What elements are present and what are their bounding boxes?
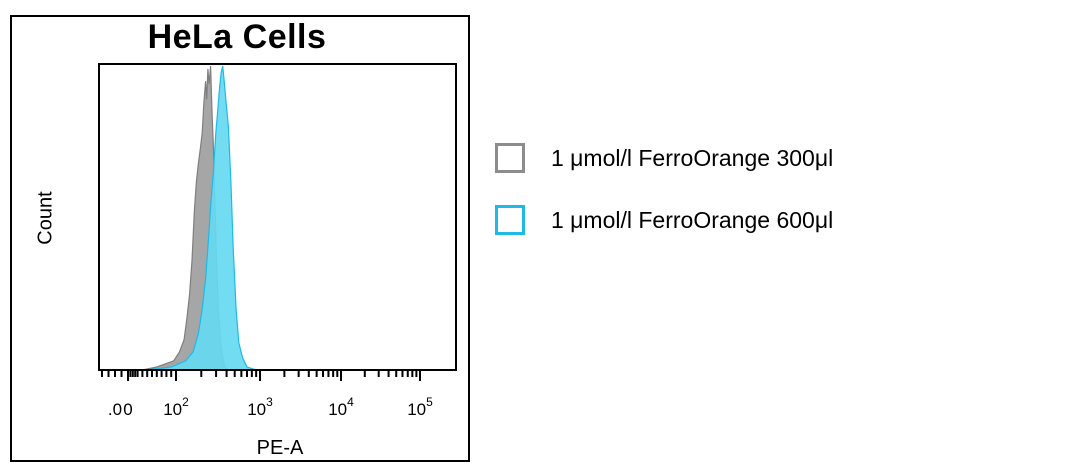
x-tick-label: .0 — [108, 400, 122, 419]
chart-title: HeLa Cells — [147, 18, 327, 56]
x-tick-exponent: 4 — [347, 395, 354, 409]
y-axis-label: Count — [34, 191, 57, 245]
plot-frame — [98, 63, 457, 371]
legend-swatch-cyan — [495, 205, 525, 235]
x-tick-exponent: 3 — [266, 395, 273, 409]
legend-swatch-gray — [495, 143, 525, 173]
histogram-chart: .0 0 102 103 104 105 — [98, 63, 457, 419]
x-tick-label: 105 — [407, 395, 433, 419]
chart-panel — [10, 15, 470, 462]
x-tick-label: 103 — [247, 395, 273, 419]
legend-item-600ul: 1 μmol/l FerroOrange 600μl — [495, 205, 833, 235]
x-tick-exponent: 2 — [182, 395, 189, 409]
x-tick-label: 102 — [163, 395, 189, 419]
legend-label-600ul: 1 μmol/l FerroOrange 600μl — [551, 206, 834, 233]
x-tick-exponent: 5 — [426, 395, 433, 409]
x-tick-label: 0 — [123, 400, 132, 419]
legend-label-300ul: 1 μmol/l FerroOrange 300μl — [551, 144, 834, 171]
x-axis-label: PE-A — [256, 437, 304, 459]
x-tick-label: 104 — [328, 395, 354, 419]
legend-item-300ul: 1 μmol/l FerroOrange 300μl — [495, 143, 833, 173]
series-600ul-area — [147, 65, 257, 371]
